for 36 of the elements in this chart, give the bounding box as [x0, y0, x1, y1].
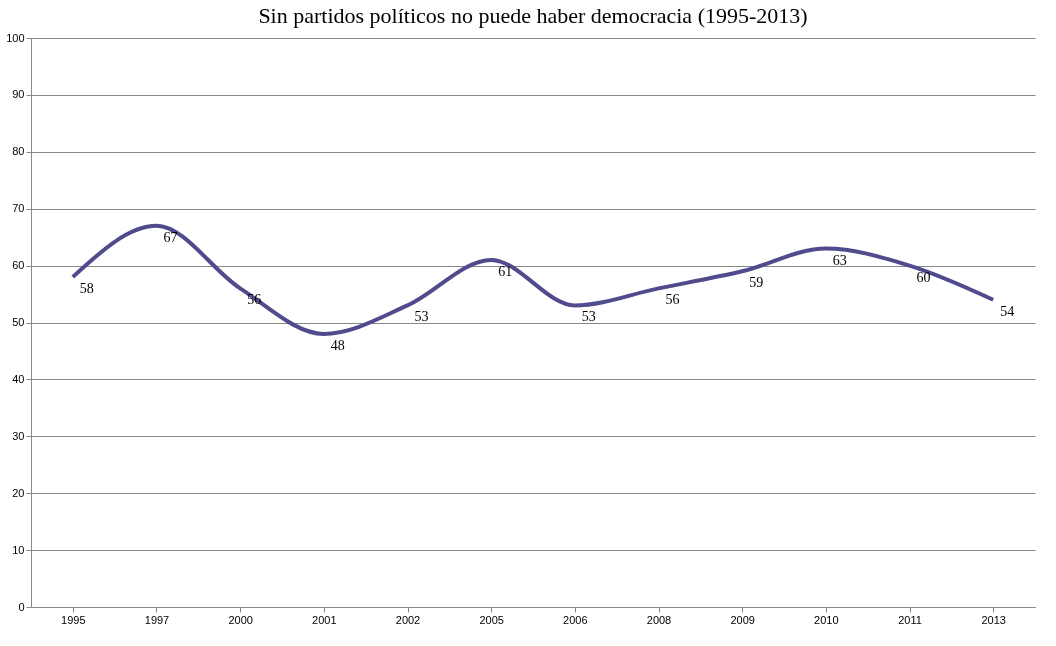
y-tick-label: 100 [6, 31, 25, 44]
x-tick-label: 2005 [479, 613, 504, 626]
x-tick-label: 2002 [395, 613, 421, 626]
y-tick-label: 0 [18, 600, 25, 613]
y-tick-label: 90 [12, 88, 25, 101]
x-tick-label: 2006 [563, 613, 588, 626]
data-label: 59 [749, 275, 764, 291]
x-tick-label: 2013 [981, 613, 1006, 626]
y-tick-label: 70 [12, 202, 25, 215]
data-label: 54 [1000, 303, 1015, 319]
data-label: 67 [163, 229, 178, 245]
y-tick-label: 10 [12, 543, 25, 556]
x-tick-label: 2008 [646, 613, 672, 626]
data-label: 56 [665, 292, 680, 308]
y-tick-label: 30 [12, 429, 25, 442]
y-tick-label: 50 [12, 316, 25, 328]
x-tick-label: 1997 [144, 613, 170, 626]
x-tick-label: 2000 [228, 613, 253, 626]
x-tick-label: 2011 [898, 613, 922, 626]
data-label: 63 [832, 252, 847, 268]
line-series [70, 223, 996, 336]
chart-title: Sin partidos políticos no puede haber democracia (1995-2013) [258, 3, 808, 28]
y-tick-label: 20 [12, 486, 25, 499]
y-tick-label: 80 [12, 145, 25, 158]
y-tick-label: 60 [12, 259, 25, 272]
data-label: 53 [414, 309, 429, 325]
x-tick-label: 2001 [312, 613, 337, 626]
data-label: 58 [79, 280, 94, 296]
y-tick-label: 40 [12, 372, 25, 385]
x-tick-label: 2009 [730, 613, 755, 626]
data-label: 60 [916, 269, 931, 285]
data-label: 53 [581, 309, 596, 325]
data-label: 61 [498, 263, 513, 279]
x-tick-label: 1995 [61, 613, 86, 626]
x-tick-label: 2010 [814, 613, 839, 626]
data-label: 48 [330, 337, 345, 353]
